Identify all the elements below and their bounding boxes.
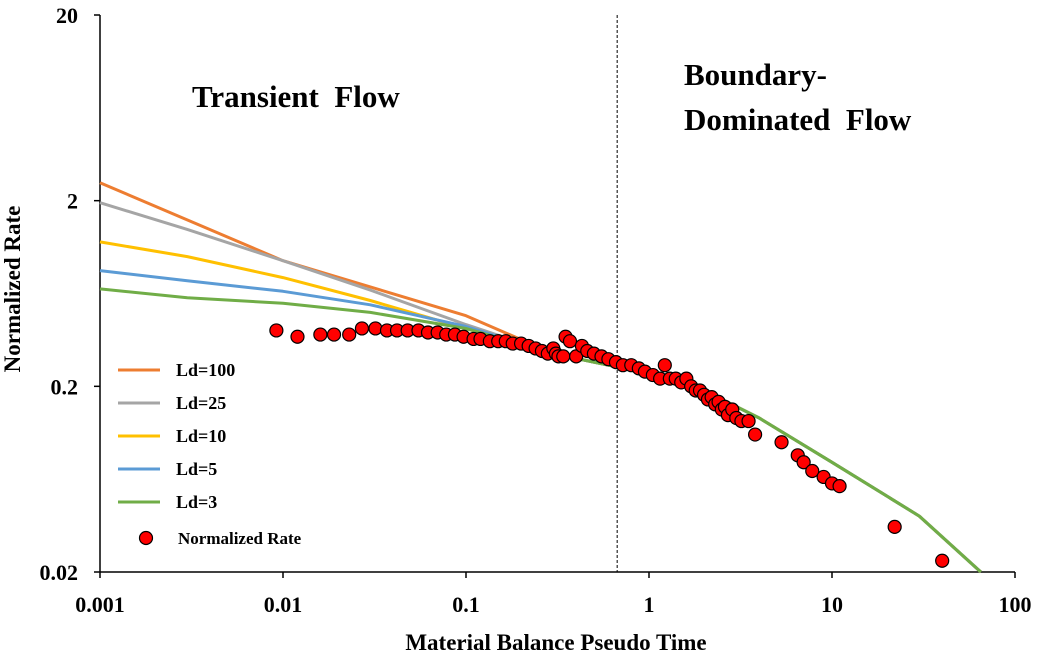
scatter-points <box>269 321 950 568</box>
y-axis-title: Normalized Rate <box>0 206 25 373</box>
data-point <box>269 323 284 338</box>
x-tick-label: 0.01 <box>264 592 303 617</box>
data-point <box>556 349 571 364</box>
data-point <box>741 413 756 429</box>
legend-label: Normalized Rate <box>178 529 302 548</box>
data-point <box>805 463 820 479</box>
data-point <box>774 435 789 450</box>
data-point <box>313 327 328 342</box>
data-point <box>887 519 902 534</box>
x-tick-label: 100 <box>999 592 1032 617</box>
data-point <box>342 327 357 342</box>
data-point <box>368 321 383 336</box>
data-point <box>832 479 847 494</box>
y-tick-label: 20 <box>56 3 78 28</box>
x-tick-label: 0.001 <box>75 592 125 617</box>
data-point <box>657 358 672 373</box>
annotation-boundary-line-1: Boundary- <box>684 57 827 92</box>
y-tick-label: 2 <box>67 189 78 214</box>
data-point <box>354 321 370 336</box>
axes <box>94 14 1016 578</box>
series-line-ld-5 <box>99 269 982 574</box>
legend-swatch <box>138 530 154 546</box>
y-tick-label: 0.02 <box>40 560 79 585</box>
series-line-ld-10 <box>99 240 982 574</box>
data-point <box>935 553 950 568</box>
legend: Ld=100 Ld=25 Ld=10 Ld=5 Ld=3 Normalized Rate <box>118 360 302 548</box>
legend-label: Ld=3 <box>176 492 217 512</box>
x-tick-label: 10 <box>821 592 843 617</box>
legend-label: Ld=10 <box>176 426 226 446</box>
annotation-transient-flow: Transient Flow <box>192 79 400 114</box>
data-point <box>326 327 342 342</box>
legend-label: Ld=5 <box>176 459 217 479</box>
legend-label: Ld=100 <box>176 360 235 380</box>
data-point <box>796 455 811 470</box>
series-line-ld-25 <box>99 201 982 574</box>
x-axis-title: Material Balance Pseudo Time <box>405 630 706 655</box>
legend-label: Ld=25 <box>176 393 226 413</box>
data-point <box>290 329 305 344</box>
data-point <box>562 334 578 349</box>
series-line-ld-3 <box>99 287 982 574</box>
annotation-boundary-line-2: Dominated Flow <box>684 102 912 137</box>
x-tick-label: 1 <box>644 592 655 617</box>
x-tick-label: 0.1 <box>452 592 480 617</box>
y-tick-label: 0.2 <box>51 374 79 399</box>
data-point <box>748 427 763 442</box>
tick-labels: 0.001 0.01 0.1 1 10 100 0.02 0.2 2 20 <box>40 3 1032 617</box>
